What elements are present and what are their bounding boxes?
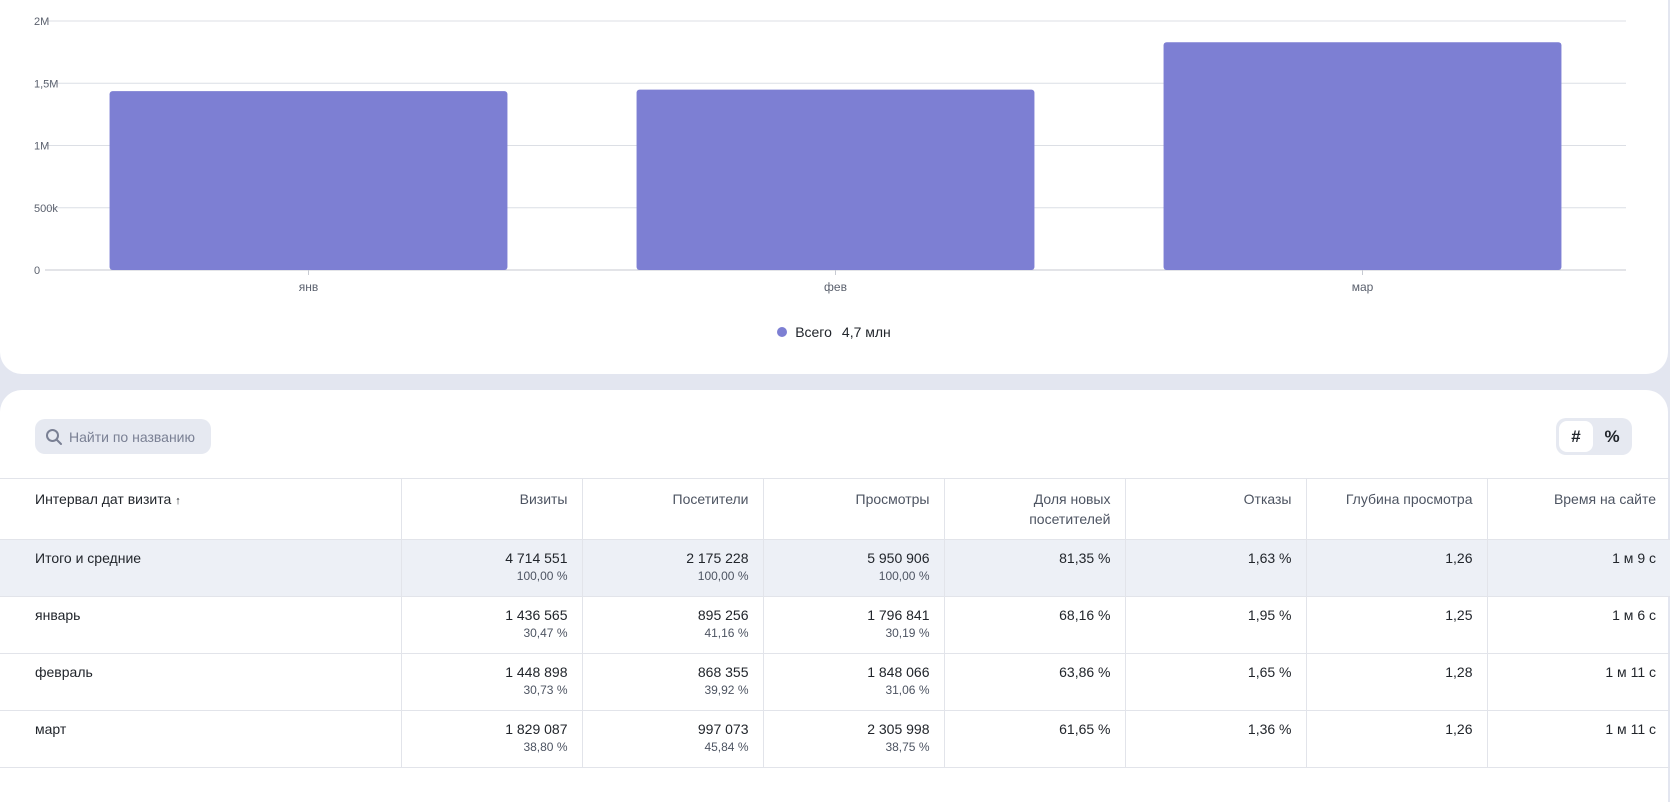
cell-time: 1 м 11 с: [1487, 710, 1670, 768]
header-date-interval[interactable]: Интервал дат визита ↑: [0, 478, 402, 540]
x-tick-label: янв: [299, 280, 319, 294]
table-header-row: Интервал дат визита ↑ Визиты Посетители П…: [0, 478, 1670, 540]
cell-views: 1 796 841 30,19 %: [763, 596, 945, 654]
view-toggle: # %: [1556, 418, 1632, 455]
bar: [636, 89, 1035, 270]
search-box[interactable]: [35, 419, 211, 454]
y-tick-label: 2M: [34, 16, 49, 28]
cell-time: 1 м 9 с: [1487, 539, 1670, 597]
cell-depth: 1,26: [1306, 539, 1488, 597]
header-new-visitors-share[interactable]: Доля новых посетителей: [944, 478, 1126, 540]
cell-depth: 1,28: [1306, 653, 1488, 711]
y-tick-label: 1M: [34, 141, 49, 153]
x-tick-label: мар: [1352, 280, 1374, 294]
cell-new-share: 63,86 %: [944, 653, 1126, 711]
table-card: # % Интервал дат визита↑ Визиты Посетите…: [0, 390, 1670, 802]
bar-chart: 0 500k 1M 1,5M 2M янв фев мар: [34, 16, 1626, 294]
legend-label: Всего: [795, 324, 832, 340]
sort-arrow-icon: ↑: [175, 495, 181, 507]
cell-visits: 1 436 565 30,47 %: [401, 596, 583, 654]
cell-visitors: 2 175 228 100,00 %: [582, 539, 764, 597]
table-row-total[interactable]: Итого и средние 4 714 551 100,00 % 2 175 22…: [0, 539, 1670, 597]
cell-views: 1 848 066 31,06 %: [763, 653, 945, 711]
bar: [1163, 42, 1562, 270]
cell-visitors: 997 073 45,84 %: [582, 710, 764, 768]
cell-new-share: 81,35 %: [944, 539, 1126, 597]
table-row[interactable]: февраль 1 448 898 30,73 % 868 355 39,92 % 1 8…: [0, 653, 1670, 711]
y-tick-label: 0: [34, 265, 40, 277]
bar: [109, 91, 508, 270]
cell-new-share: 68,16 %: [944, 596, 1126, 654]
stats-table: Интервал дат визита ↑ Визиты Посетители П…: [0, 478, 1670, 768]
header-views[interactable]: Просмотры: [763, 478, 945, 540]
cell-time: 1 м 6 с: [1487, 596, 1670, 654]
cell-new-share: 61,65 %: [944, 710, 1126, 768]
cell-views: 5 950 906 100,00 %: [763, 539, 945, 597]
y-tick-label: 500k: [34, 203, 58, 215]
search-icon: [46, 428, 62, 445]
percent-view-button[interactable]: %: [1604, 426, 1620, 446]
header-visitors[interactable]: Посетители: [582, 478, 764, 540]
chart-legend[interactable]: Всего 4,7 млн: [0, 324, 1668, 340]
chart-card: 0 500k 1M 1,5M 2M янв фев мар Всего 4,7 млн: [0, 0, 1668, 374]
cell-visits: 4 714 551 100,00 %: [401, 539, 583, 597]
y-tick-label: 1,5M: [34, 78, 58, 90]
table-row[interactable]: январь 1 436 565 30,47 % 895 256 41,16 % 1 79…: [0, 596, 1670, 654]
cell-views: 2 305 998 38,75 %: [763, 710, 945, 768]
header-visits[interactable]: Визиты: [401, 478, 583, 540]
cell-depth: 1,25: [1306, 596, 1488, 654]
header-time-on-site[interactable]: Время на сайте: [1487, 478, 1670, 540]
cell-visitors: 868 355 39,92 %: [582, 653, 764, 711]
cell-interval: март: [0, 710, 402, 768]
cell-visitors: 895 256 41,16 %: [582, 596, 764, 654]
cell-depth: 1,26: [1306, 710, 1488, 768]
table-row[interactable]: март 1 829 087 38,80 % 997 073 45,84 % 2 305 …: [0, 710, 1670, 768]
cell-bounce: 1,65 %: [1125, 653, 1307, 711]
header-bounce-rate[interactable]: Отказы: [1125, 478, 1307, 540]
cell-interval: февраль: [0, 653, 402, 711]
cell-bounce: 1,95 %: [1125, 596, 1307, 654]
x-tick-label: фев: [824, 280, 847, 294]
cell-interval: январь: [0, 596, 402, 654]
search-input[interactable]: [69, 428, 209, 445]
cell-visits: 1 448 898 30,73 %: [401, 653, 583, 711]
cell-time: 1 м 11 с: [1487, 653, 1670, 711]
cell-interval: Итого и средние: [0, 539, 402, 597]
cell-bounce: 1,63 %: [1125, 539, 1307, 597]
absolute-view-button[interactable]: #: [1559, 421, 1593, 452]
legend-color-dot: [777, 327, 788, 337]
cell-visits: 1 829 087 38,80 %: [401, 710, 583, 768]
header-page-depth[interactable]: Глубина просмотра: [1306, 478, 1488, 540]
legend-value: 4,7 млн: [841, 324, 891, 340]
cell-bounce: 1,36 %: [1125, 710, 1307, 768]
